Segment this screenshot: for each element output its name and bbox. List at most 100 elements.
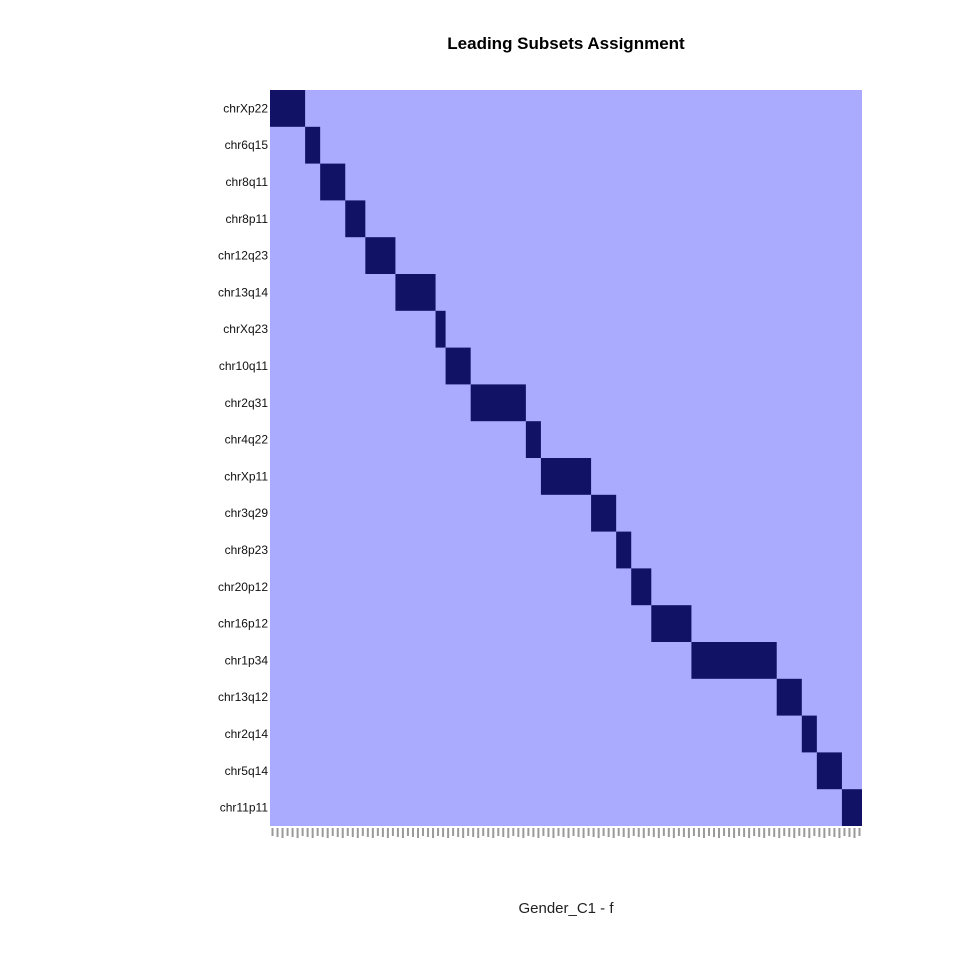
column-tick-label (672, 828, 675, 838)
column-tick-label (783, 828, 786, 836)
column-tick-label (833, 828, 836, 837)
column-tick-label (657, 828, 660, 838)
column-tick-label (331, 828, 334, 836)
column-tick-label (592, 828, 595, 837)
heatmap-cell-chrXq23 (435, 310, 446, 348)
column-tick-label (677, 828, 680, 836)
column-tick-label (301, 828, 304, 836)
column-tick-label (848, 828, 851, 837)
column-tick-label (477, 828, 480, 838)
column-tick-label (522, 828, 525, 838)
heatmap-cell-chr13q12 (776, 678, 802, 716)
heatmap-cell-chr8p23 (616, 531, 632, 569)
column-tick-label (361, 828, 364, 836)
column-tick-label (652, 828, 655, 837)
column-tick-label (702, 828, 705, 838)
column-tick-label (386, 828, 389, 838)
column-tick-label (838, 828, 841, 838)
heatmap-cell-chr1p34 (691, 642, 777, 679)
column-tick-label (617, 828, 620, 836)
row-label: chrXq23 (223, 322, 268, 336)
row-label: chr16p12 (218, 617, 268, 631)
row-label: chr2q14 (225, 727, 269, 741)
column-tick-label (572, 828, 575, 836)
column-tick-label (818, 828, 821, 837)
column-tick-label (492, 828, 495, 838)
heatmap-cell-chrXp22 (270, 90, 306, 127)
row-label: chr8p11 (226, 212, 269, 226)
column-tick-label (763, 828, 766, 838)
column-tick-label (472, 828, 475, 837)
row-label: chr2q31 (225, 396, 269, 410)
column-tick-label (296, 828, 299, 838)
row-label: chr5q14 (225, 764, 269, 778)
column-tick-label (381, 828, 384, 837)
column-tick-label (286, 828, 289, 836)
column-tick-label (276, 828, 279, 837)
column-tick-label (723, 828, 726, 836)
column-tick-label (733, 828, 736, 838)
heatmap-cell-chr5q14 (816, 752, 842, 790)
column-tick-label (853, 828, 856, 838)
column-tick-label (707, 828, 710, 836)
column-tick-label (271, 828, 274, 836)
column-tick-label (627, 828, 630, 838)
column-tick-label (401, 828, 404, 838)
column-tick-label (306, 828, 309, 837)
column-tick-label (336, 828, 339, 837)
heatmap-cell-chr11p11 (841, 789, 862, 826)
heatmap-cell-chr3q29 (591, 494, 617, 532)
column-tick-label (753, 828, 756, 836)
column-tick-label (437, 828, 440, 836)
column-tick-label (557, 828, 560, 836)
column-tick-label (788, 828, 791, 837)
column-tick-label (667, 828, 670, 837)
column-tick-label (607, 828, 610, 837)
column-tick-label (597, 828, 600, 838)
column-tick-label (346, 828, 349, 836)
column-tick-label (803, 828, 806, 837)
column-tick-label (808, 828, 811, 838)
row-label: chr8q11 (226, 175, 269, 189)
column-tick-label (582, 828, 585, 838)
column-tick-label (587, 828, 590, 836)
column-tick-label (768, 828, 771, 836)
column-tick-label (718, 828, 721, 838)
column-tick-label (371, 828, 374, 838)
heatmap-cell-chr13q14 (395, 274, 436, 311)
row-label: chrXp11 (224, 469, 268, 483)
column-tick-label (532, 828, 535, 837)
column-tick-label (858, 828, 861, 836)
column-tick-label (406, 828, 409, 836)
column-tick-label (728, 828, 731, 837)
column-tick-label (366, 828, 369, 837)
column-tick-label (738, 828, 741, 836)
column-tick-label (602, 828, 605, 836)
row-label: chr6q15 (225, 138, 269, 152)
heatmap-cell-chr6q15 (305, 126, 321, 164)
column-tick-label (341, 828, 344, 838)
column-tick-label (512, 828, 515, 836)
column-tick-label (281, 828, 284, 838)
column-tick-label (462, 828, 465, 838)
column-tick-label (637, 828, 640, 837)
heatmap-cell-chr8p11 (345, 200, 366, 238)
column-tick-label (843, 828, 846, 836)
heatmap-cell-chr12q23 (365, 237, 396, 274)
row-label: chr8p23 (225, 543, 269, 557)
column-tick-label (642, 828, 645, 838)
column-tick-label (612, 828, 615, 838)
column-tick-label (497, 828, 500, 836)
heatmap-cell-chr10q11 (445, 347, 471, 385)
heatmap-cell-chr16p12 (651, 605, 692, 642)
row-label: chr4q22 (225, 433, 269, 447)
column-tick-label (537, 828, 540, 838)
column-tick-label (417, 828, 420, 838)
column-tick-label (351, 828, 354, 837)
column-tick-label (311, 828, 314, 838)
column-tick-label (682, 828, 685, 837)
x-axis-label: Gender_C1 - f (518, 900, 614, 917)
heatmap-cell-chr8q11 (320, 163, 346, 201)
column-tick-label (793, 828, 796, 838)
column-tick-label (662, 828, 665, 836)
